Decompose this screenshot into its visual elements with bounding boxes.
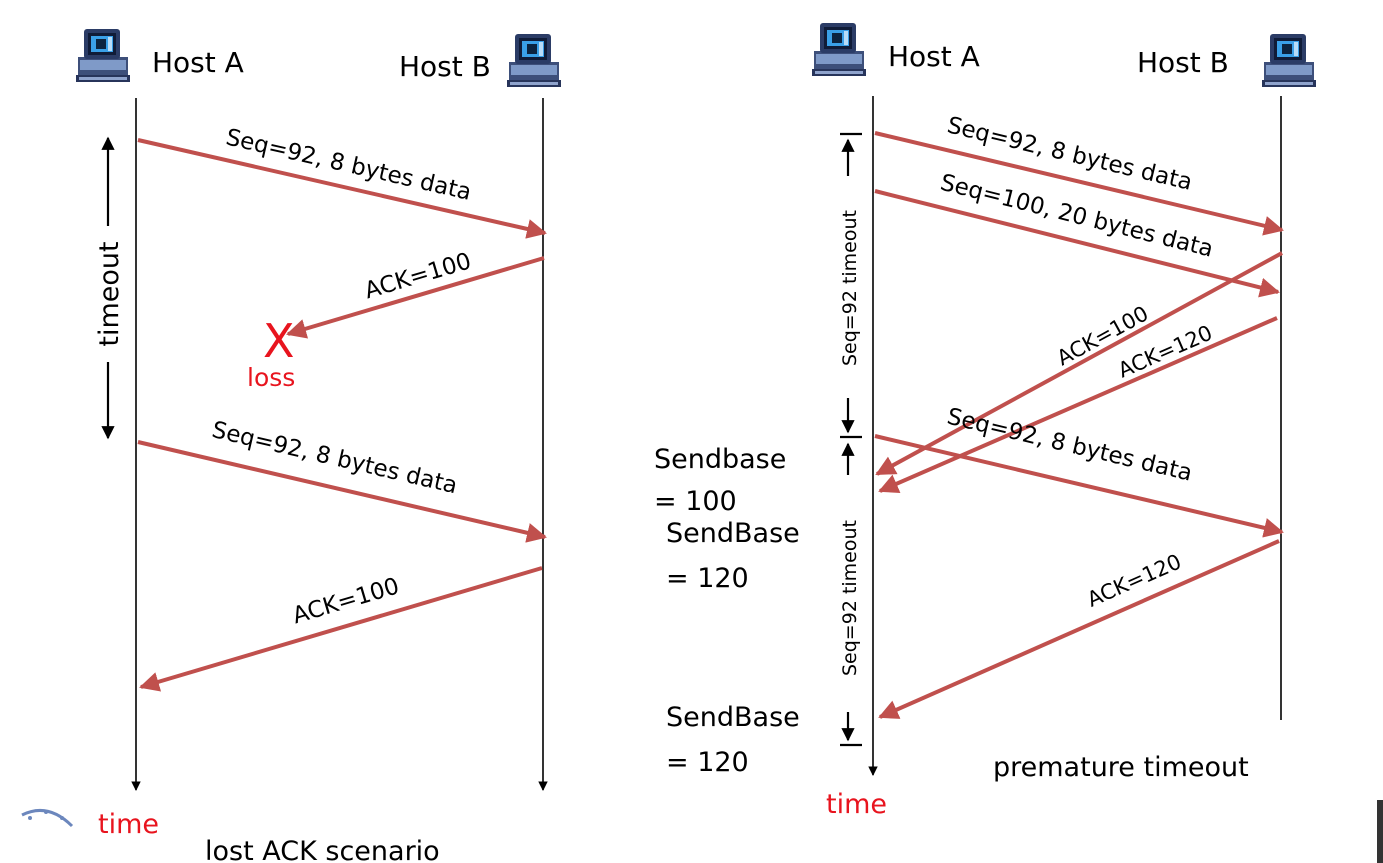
ack-arrow [878, 539, 1280, 719]
ack-arrow [878, 316, 1278, 493]
timer2-label: Seq=92 timeout [839, 520, 861, 676]
sendbase-note-2-title: SendBase [666, 518, 800, 549]
sendbase-note-1-title: Sendbase [654, 444, 786, 475]
message-arrow [137, 440, 547, 543]
timer1-label: Seq=92 timeout [839, 210, 861, 366]
ack-arrow [875, 251, 1283, 476]
scenario-caption: premature timeout [993, 752, 1249, 783]
loss-x-icon: X [263, 314, 295, 368]
message-arrow [137, 138, 547, 239]
message-label-seq92: Seq=92, 8 bytes data [223, 124, 473, 205]
message-arrow [874, 131, 1284, 236]
sendbase-note-2-value: = 120 [666, 563, 749, 594]
scenario-caption: lost ACK scenario [205, 836, 440, 863]
host-b-computer-icon [507, 34, 561, 87]
message-label-ack100-2: ACK=100 [290, 573, 403, 629]
host-a-label: Host A [152, 46, 244, 79]
right-scenario: Host A Host B Seq=92 timeout Seq=92 time… [654, 23, 1316, 820]
host-b-label: Host B [399, 50, 491, 83]
host-a-computer-icon [76, 29, 130, 82]
ack-arrow-lost [286, 256, 545, 339]
host-a-label: Host A [888, 40, 980, 73]
edge-bar [1377, 800, 1383, 863]
host-b-computer-icon [1262, 34, 1316, 87]
host-a-computer-icon [812, 23, 866, 76]
sendbase-note-3-value: = 120 [666, 747, 749, 778]
loss-label: loss [247, 363, 295, 392]
message-arrow [874, 434, 1284, 538]
time-label: time [826, 789, 887, 820]
timeout-label: timeout [94, 241, 125, 346]
university-seal-fragment [21, 808, 74, 828]
sendbase-note-3-title: SendBase [666, 702, 800, 733]
time-label: time [98, 809, 159, 840]
message-label-ack120-2: ACK=120 [1084, 549, 1185, 611]
ack-arrow [139, 566, 543, 692]
sendbase-note-1-value: = 100 [654, 486, 737, 517]
host-b-label: Host B [1137, 46, 1229, 79]
left-scenario: Host A Host B timeout Seq=92, 8 bytes da… [76, 29, 561, 863]
message-arrow [874, 189, 1280, 298]
